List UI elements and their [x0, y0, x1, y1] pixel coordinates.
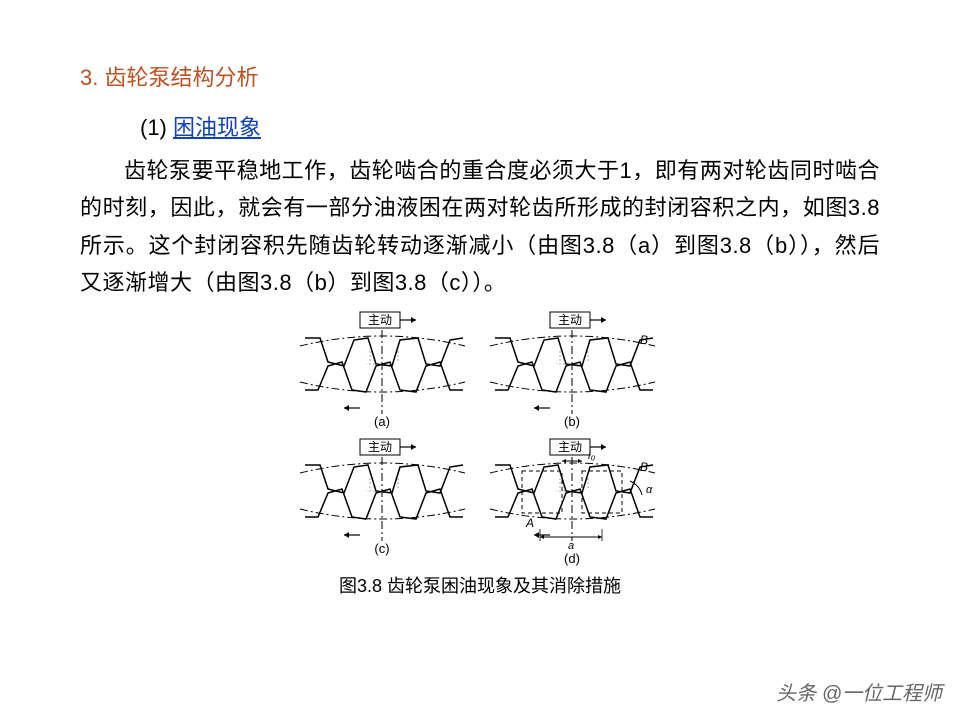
label-alpha: α [646, 484, 653, 496]
panel-driver-label-d: 主动 [558, 440, 582, 454]
section-heading: 3. 齿轮泵结构分析 [80, 60, 880, 92]
panel-label-d: (d) [564, 551, 580, 566]
watermark-text: 头条 @一位工程师 [776, 677, 942, 706]
panel-driver-label-a: 主动 [368, 313, 392, 327]
label-A: A [525, 516, 534, 530]
figure-diagram: 主动 (a) 主动 B (b) 主动 (c) 主动 [290, 306, 670, 566]
figure-caption: 图3.8 齿轮泵困油现象及其消除措施 [80, 572, 880, 598]
subsection-link[interactable]: 困油现象 [173, 115, 261, 140]
panel-label-b: (b) [564, 414, 580, 429]
label-B-b: B [640, 333, 648, 347]
panel-driver-label-c: 主动 [368, 440, 392, 454]
panel-label-a: (a) [374, 414, 390, 429]
panel-label-c: (c) [374, 541, 389, 556]
figure-container: 主动 (a) 主动 B (b) 主动 (c) 主动 [80, 306, 880, 598]
paragraph-text: 齿轮泵要平稳地工作，齿轮啮合的重合度必须大于1，即有两对轮齿同时啮合的时刻，因此… [80, 152, 880, 302]
panel-driver-label-b: 主动 [558, 313, 582, 327]
label-B-d: B [640, 460, 648, 474]
subsection-prefix: (1) [140, 115, 173, 140]
label-l0: l₀ [588, 450, 595, 462]
subsection-item: (1) 困油现象 [140, 110, 880, 142]
